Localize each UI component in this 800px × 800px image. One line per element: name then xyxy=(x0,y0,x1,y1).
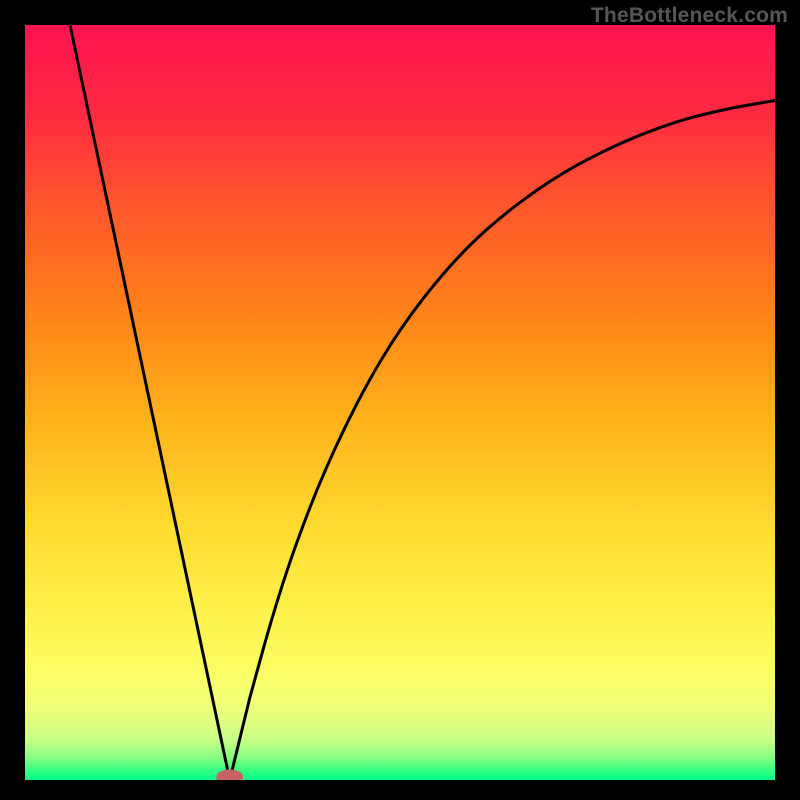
plot-area xyxy=(25,25,775,780)
watermark-label: TheBottleneck.com xyxy=(591,4,788,28)
bottleneck-chart xyxy=(25,25,775,780)
gradient-background xyxy=(25,25,775,780)
chart-canvas: TheBottleneck.com xyxy=(0,0,800,800)
